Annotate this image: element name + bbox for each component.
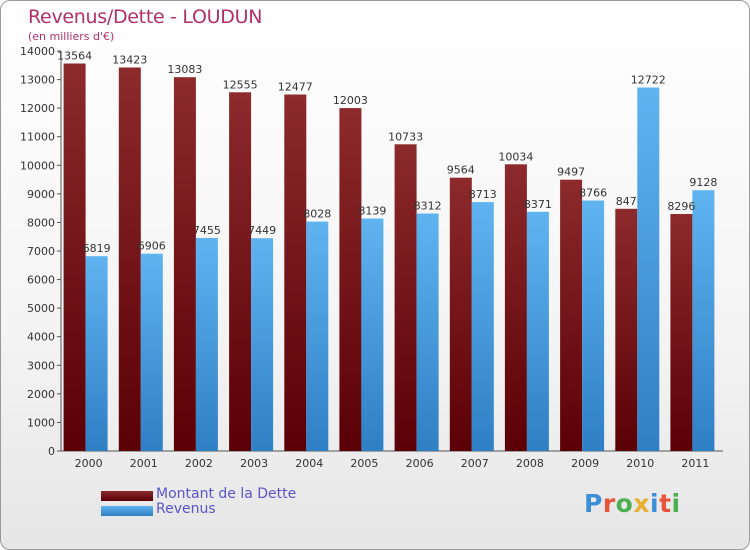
x-tick-label: 2003	[240, 457, 268, 470]
data-label-revenus: 12722	[631, 74, 666, 87]
data-label-dette: 13564	[57, 50, 92, 63]
axes: 0 1000 2000 3000 4000 5000 6000 7000 8000 9000 100…	[20, 45, 723, 470]
bar-dette	[670, 214, 693, 451]
bar-dette	[339, 108, 362, 451]
bar-dette	[118, 67, 141, 451]
y-tick-label: 2000	[27, 388, 55, 401]
bar-dette	[394, 144, 417, 452]
data-label-dette: 12555	[223, 78, 258, 91]
bar-dette	[504, 164, 527, 452]
data-label-revenus: 8028	[303, 208, 331, 221]
data-label-dette: 13083	[167, 63, 202, 76]
data-label-dette: 9497	[557, 166, 585, 179]
data-label-dette: 847	[616, 195, 637, 208]
data-label-revenus: 7449	[248, 224, 276, 237]
y-tick-label: 13000	[20, 74, 55, 87]
bar-dette	[560, 179, 583, 451]
x-tick-label: 2007	[461, 457, 489, 470]
data-label-dette: 10733	[388, 130, 423, 143]
x-tick-label: 2008	[516, 457, 544, 470]
bar-dette	[284, 94, 307, 451]
legend-swatch-dette	[101, 491, 153, 501]
bars	[63, 63, 715, 452]
x-tick-label: 2006	[406, 457, 434, 470]
y-tick-label: 5000	[27, 302, 55, 315]
data-label-dette: 9564	[447, 164, 475, 177]
bar-revenus	[416, 213, 439, 451]
data-labels: 13564 13423 13083 12555 12477 12003 10733 9564 1…	[57, 50, 717, 256]
bar-dette	[63, 63, 86, 451]
y-tick-label: 0	[48, 445, 55, 458]
chart-title: Revenus/Dette - LOUDUN	[28, 6, 263, 28]
y-tick-label: 9000	[27, 188, 55, 201]
y-tick-label: 10000	[20, 159, 55, 172]
data-label-revenus: 8713	[469, 188, 497, 201]
bar-dette	[229, 92, 252, 452]
logo-letter: t	[659, 489, 672, 518]
logo-letter: i	[671, 489, 681, 518]
y-tick-label: 1000	[27, 416, 55, 429]
bar-revenus	[140, 253, 163, 451]
logo-letter: o	[615, 489, 634, 518]
data-label-revenus: 8371	[524, 198, 552, 211]
bar-revenus	[692, 190, 715, 451]
x-tick-label: 2002	[185, 457, 213, 470]
y-tick-label: 12000	[20, 102, 55, 115]
logo-letter: i	[650, 489, 660, 518]
proxiti-logo: Proxiti	[584, 489, 681, 518]
data-label-revenus: 8312	[414, 200, 442, 213]
data-label-dette: 8296	[667, 200, 695, 213]
data-label-revenus: 7455	[193, 224, 221, 237]
data-label-revenus: 9128	[689, 176, 717, 189]
chart-subtitle: (en milliers d'€)	[28, 30, 115, 43]
x-tick-label: 2010	[626, 457, 654, 470]
legend-swatch-revenus	[101, 506, 153, 516]
y-tick-label: 11000	[20, 131, 55, 144]
logo-letter: P	[584, 489, 603, 518]
bar-dette	[449, 177, 472, 451]
bar-revenus	[582, 200, 605, 451]
data-label-revenus: 6906	[138, 240, 166, 253]
bar-revenus	[361, 218, 384, 451]
bar-dette	[615, 208, 638, 451]
y-tick-label: 6000	[27, 274, 55, 287]
data-label-revenus: 8766	[579, 187, 607, 200]
bar-revenus	[526, 211, 549, 451]
bar-revenus	[471, 202, 494, 451]
x-tick-label: 2009	[571, 457, 599, 470]
data-label-revenus: 6819	[83, 242, 111, 255]
y-tick-label: 8000	[27, 216, 55, 229]
x-tick-label: 2011	[681, 457, 709, 470]
y-tick-label: 4000	[27, 331, 55, 344]
y-tick-label: 3000	[27, 359, 55, 372]
bar-revenus	[637, 87, 660, 451]
bar-revenus	[251, 238, 274, 451]
x-tick-label: 2005	[350, 457, 378, 470]
legend-label-revenus: Revenus	[156, 501, 216, 517]
bar-revenus	[306, 221, 329, 451]
bar-revenus	[195, 238, 218, 451]
data-label-dette: 12477	[278, 81, 313, 94]
y-tick-label: 14000	[20, 45, 55, 58]
logo-letter: x	[633, 489, 650, 518]
y-tick-label: 7000	[27, 245, 55, 258]
x-tick-label: 2001	[130, 457, 158, 470]
logo-letter: r	[602, 489, 616, 518]
bar-revenus	[85, 256, 108, 451]
data-label-dette: 10034	[498, 150, 533, 163]
data-label-dette: 12003	[333, 94, 368, 107]
data-label-dette: 13423	[112, 54, 147, 67]
x-tick-label: 2000	[75, 457, 103, 470]
bar-dette	[173, 77, 196, 451]
x-tick-label: 2004	[295, 457, 323, 470]
legend-label-dette: Montant de la Dette	[156, 486, 297, 502]
data-label-revenus: 8139	[358, 205, 386, 218]
